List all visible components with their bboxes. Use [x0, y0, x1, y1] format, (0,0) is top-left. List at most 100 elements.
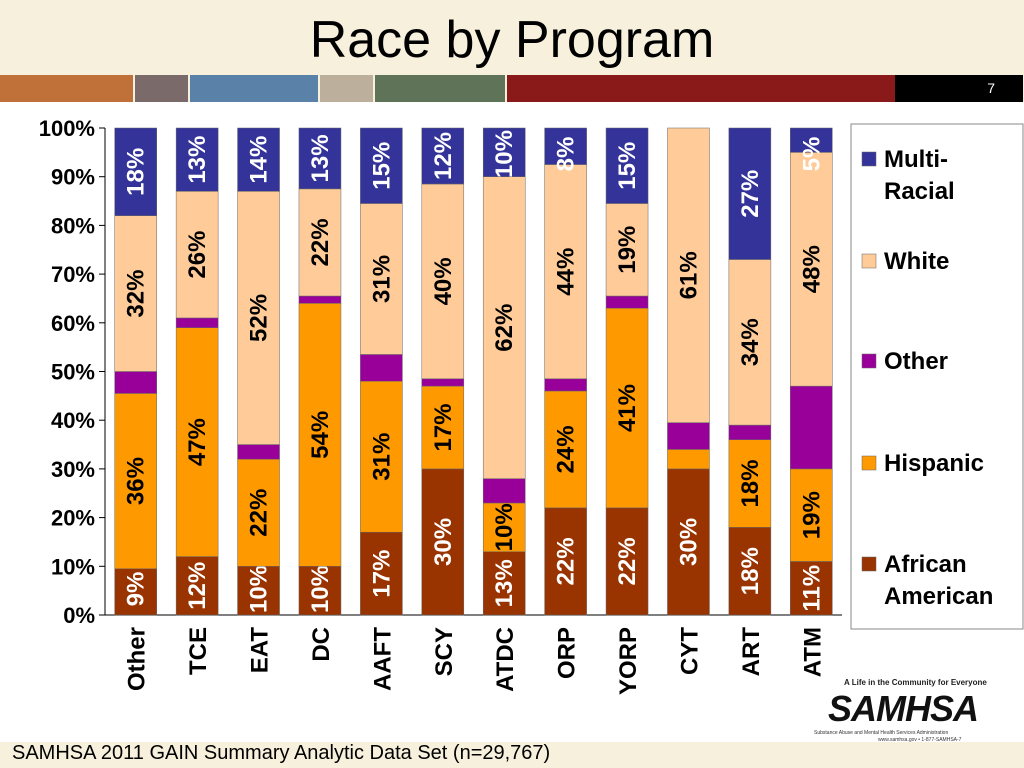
- bar-segment: [421, 127, 465, 185]
- bar-segment: [175, 191, 219, 319]
- bar-segment: [114, 127, 157, 216]
- x-tick-label: EAT: [247, 627, 274, 674]
- y-tick-label: 0%: [63, 603, 95, 628]
- bar-segment: [114, 393, 157, 569]
- data-label: 40%: [430, 257, 457, 305]
- data-label: 15%: [614, 142, 641, 190]
- bar-segment: [790, 127, 833, 153]
- bar-segment: [728, 127, 772, 260]
- bar-segment: [360, 203, 403, 355]
- bar-segment: [114, 371, 157, 394]
- x-tick-label: ATDC: [492, 627, 519, 692]
- bar-segment: [544, 507, 587, 616]
- bar-segment: [237, 127, 280, 192]
- bar-segment: [605, 127, 649, 204]
- x-tick-label: DC: [308, 627, 335, 662]
- legend-label: Multi-: [884, 146, 948, 173]
- data-label: 27%: [737, 170, 764, 218]
- bar-segment: [421, 183, 465, 380]
- data-label: 22%: [307, 218, 334, 266]
- bar-segment: [605, 295, 649, 309]
- slide-number-box: 7: [895, 75, 1023, 102]
- logo-subtitle: Substance Abuse and Mental Health Servic…: [814, 730, 949, 736]
- band-segment: [0, 75, 133, 102]
- bar-segment: [421, 468, 465, 616]
- y-tick-label: 60%: [51, 311, 95, 336]
- bar-segment: [544, 164, 587, 380]
- x-tick-label: CYT: [676, 627, 703, 675]
- data-label: 22%: [553, 537, 580, 585]
- data-label: 18%: [737, 459, 764, 507]
- bar-segment: [298, 566, 342, 616]
- race-by-program-chart: 0% 10% 20% 30% 40% 50% 60% 70% 80% 90% 100% 9% 36% 32…: [0, 102, 1024, 742]
- data-label: 8%: [553, 137, 580, 172]
- y-tick-label: 100%: [39, 116, 95, 141]
- bar-segment: [667, 422, 710, 450]
- bar-segment: [605, 203, 649, 297]
- legend-label: White: [884, 248, 949, 275]
- bar-segment: [175, 327, 219, 557]
- data-label: 36%: [123, 457, 150, 505]
- bar-segment: [790, 468, 833, 562]
- data-label: 30%: [675, 518, 702, 566]
- bar-segment: [728, 439, 772, 528]
- bar-segment: [114, 568, 157, 616]
- data-label: 18%: [737, 547, 764, 595]
- bar-segment: [790, 561, 833, 616]
- legend-swatch: [861, 151, 877, 167]
- bar-segment: [237, 191, 280, 445]
- data-label: 17%: [368, 550, 395, 598]
- decorative-band: [0, 75, 1024, 102]
- data-label: 10%: [307, 565, 334, 613]
- band-segment: [320, 75, 373, 102]
- data-label: 34%: [737, 318, 764, 366]
- bar-segment: [298, 127, 342, 190]
- bar-segment: [482, 502, 526, 552]
- bar-segment: [237, 566, 280, 616]
- bar-segment: [605, 307, 649, 509]
- data-label: 13%: [307, 134, 334, 182]
- data-label: 10%: [491, 130, 518, 178]
- band-segment: [375, 75, 505, 102]
- data-label: 54%: [307, 411, 334, 459]
- bar-segment: [175, 127, 219, 192]
- bar-segment: [298, 188, 342, 297]
- bar-segment: [360, 354, 403, 382]
- data-label: 62%: [491, 304, 518, 352]
- x-tick-label: TCE: [185, 627, 212, 675]
- logo-name: SAMHSA: [828, 688, 979, 729]
- bar-segment: [667, 468, 710, 616]
- data-label: 31%: [368, 255, 395, 303]
- data-label: 32%: [123, 270, 150, 318]
- x-tick-label: SCY: [431, 627, 458, 676]
- bar-segment: [544, 127, 587, 165]
- slide-title: Race by Program: [309, 11, 715, 69]
- bar-segment: [114, 215, 157, 372]
- data-label: 31%: [368, 433, 395, 481]
- data-label: 22%: [246, 489, 273, 537]
- bar-segment: [790, 152, 833, 387]
- legend-swatch: [861, 353, 877, 369]
- band-segment: [507, 75, 905, 102]
- bar-segment: [728, 424, 772, 440]
- data-label: 11%: [798, 565, 825, 612]
- source-footnote: SAMHSA 2011 GAIN Summary Analytic Data S…: [12, 742, 551, 764]
- data-label: 48%: [798, 245, 825, 293]
- y-tick-label: 30%: [51, 457, 95, 482]
- data-label: 26%: [184, 231, 211, 279]
- bar-segment: [175, 317, 219, 328]
- bar-segment: [667, 127, 710, 423]
- bar-segment: [482, 478, 526, 504]
- bar-segment: [728, 259, 772, 426]
- legend-label: Other: [884, 348, 948, 375]
- legend-swatch: [861, 253, 877, 269]
- bar-segment: [360, 380, 403, 533]
- data-label: 52%: [246, 294, 273, 342]
- bar-segment: [790, 385, 833, 470]
- data-label: 41%: [614, 384, 641, 432]
- data-label: 10%: [246, 565, 273, 613]
- bar-segment: [544, 378, 587, 392]
- bar-segment: [175, 556, 219, 616]
- y-tick-label: 70%: [51, 262, 95, 287]
- data-label: 15%: [368, 142, 395, 190]
